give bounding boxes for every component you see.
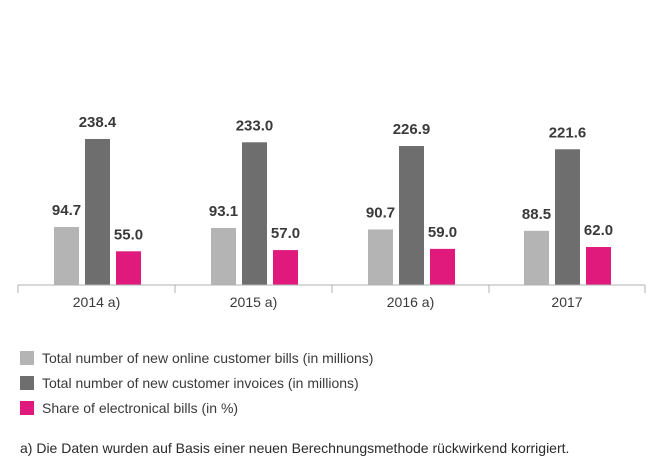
- bar: [211, 227, 236, 285]
- bar-value-label: 88.5: [522, 206, 551, 223]
- x-axis: 2014 a) 2015 a) 2016 a) 2017: [17, 284, 646, 310]
- legend-item-electronic-share: Share of electronical bills (in %): [20, 395, 373, 420]
- x-tick-label: 2015 a): [230, 294, 277, 310]
- x-tick-label: 2017: [551, 294, 582, 310]
- bar: [242, 142, 267, 285]
- legend-label: Share of electronical bills (in %): [42, 399, 239, 416]
- bar-value-label: 226.9: [393, 121, 431, 138]
- bars-group: [54, 138, 611, 285]
- bar-value-label: 59.0: [428, 224, 457, 241]
- bar: [586, 247, 611, 285]
- x-tick-label: 2016 a): [387, 294, 434, 310]
- bar-value-label: 94.7: [52, 202, 81, 219]
- bar-value-label: 93.1: [209, 203, 238, 220]
- bar-value-label: 233.0: [236, 117, 274, 134]
- bar: [368, 229, 393, 285]
- bar-value-label: 55.0: [114, 226, 143, 243]
- legend: Total number of new online customer bill…: [20, 345, 373, 420]
- legend-label: Total number of new customer invoices (i…: [42, 374, 359, 391]
- bar: [555, 149, 580, 285]
- legend-item-customer-invoices: Total number of new customer invoices (i…: [20, 370, 373, 395]
- legend-label: Total number of new online customer bill…: [42, 349, 374, 366]
- x-tick-label: 2014 a): [73, 294, 120, 310]
- bar: [430, 248, 455, 285]
- bar: [273, 250, 298, 285]
- bar-value-label: 238.4: [79, 114, 117, 131]
- bar: [524, 230, 549, 285]
- legend-swatch: [20, 375, 34, 390]
- bar-value-label: 90.7: [366, 204, 395, 221]
- legend-item-online-bills: Total number of new online customer bill…: [20, 345, 373, 370]
- bar-value-label: 57.0: [271, 225, 300, 242]
- legend-swatch: [20, 350, 34, 365]
- bar: [85, 138, 110, 285]
- bar: [116, 251, 141, 285]
- value-labels-group: 94.7 238.4 55.0 93.1 233.0 57.0 90.7 226.9 59.0 8…: [52, 114, 613, 243]
- legend-swatch: [20, 400, 34, 415]
- bar: [399, 146, 424, 285]
- bar-chart: 94.7 238.4 55.0 93.1 233.0 57.0 90.7 226.9 59.0 8…: [17, 114, 646, 310]
- bar-value-label: 221.6: [549, 124, 587, 141]
- footnote: a) Die Daten wurden auf Basis einer neue…: [20, 440, 570, 456]
- bar: [54, 226, 79, 285]
- bar-value-label: 62.0: [584, 222, 613, 239]
